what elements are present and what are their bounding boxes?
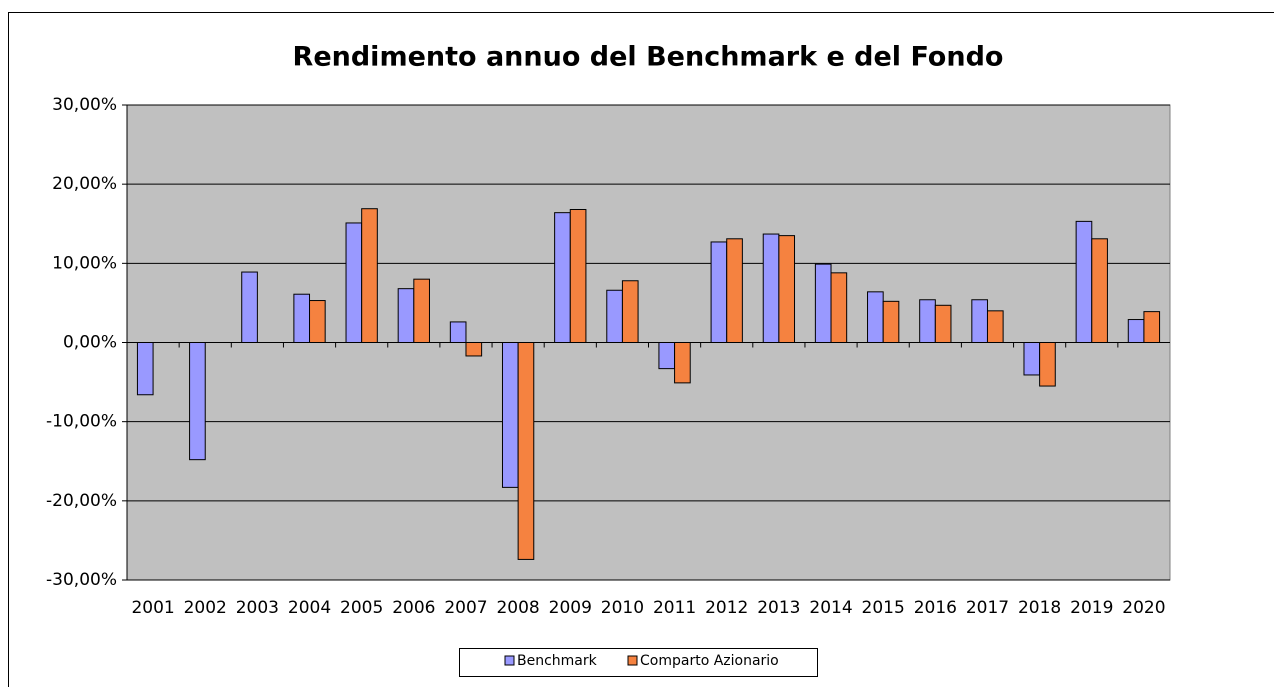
legend-label: Comparto Azionario — [640, 653, 779, 669]
bar — [189, 342, 206, 461]
x-tick-label: 2019 — [1070, 598, 1113, 618]
bar — [726, 238, 743, 344]
bar — [413, 278, 430, 343]
y-tick-label: 10,00% — [52, 253, 117, 273]
x-tick-label: 2010 — [601, 598, 644, 618]
bar — [934, 304, 952, 343]
bar — [1023, 342, 1041, 376]
bar — [1127, 319, 1145, 343]
y-tick-label: -10,00% — [46, 412, 117, 432]
bar — [830, 272, 848, 344]
bar — [919, 299, 936, 343]
x-tick-label: 2011 — [653, 598, 696, 618]
chart-title: Rendimento annuo del Benchmark e del Fon… — [293, 42, 1004, 73]
x-tick-label: 2017 — [966, 598, 1009, 618]
legend-swatch — [627, 655, 638, 666]
bar — [1039, 342, 1056, 387]
bar — [762, 233, 780, 344]
x-tick-label: 2020 — [1122, 598, 1165, 618]
x-tick-label: 2008 — [496, 598, 539, 618]
bar — [554, 212, 571, 343]
bar — [1143, 311, 1161, 343]
bar — [293, 293, 311, 344]
bar — [882, 300, 900, 344]
bar — [606, 289, 623, 343]
x-tick-label: 2005 — [340, 598, 383, 618]
bar — [710, 241, 728, 343]
y-tick-label: 30,00% — [52, 95, 117, 115]
x-tick-label: 2004 — [288, 598, 331, 618]
legend-box — [459, 648, 818, 677]
bar — [867, 291, 884, 344]
bar — [814, 263, 832, 343]
legend-label: Benchmark — [517, 653, 598, 669]
bar — [1075, 220, 1093, 343]
x-tick-label: 2001 — [131, 598, 174, 618]
bar — [569, 209, 587, 343]
x-tick-label: 2006 — [392, 598, 435, 618]
bar — [465, 342, 483, 357]
x-tick-label: 2018 — [1018, 598, 1061, 618]
x-tick-label: 2013 — [757, 598, 800, 618]
y-tick-label: -30,00% — [46, 570, 117, 590]
y-tick-label: 20,00% — [52, 174, 117, 194]
x-tick-label: 2007 — [444, 598, 487, 618]
y-tick-label: -20,00% — [46, 491, 117, 511]
bar — [778, 235, 796, 343]
x-tick-label: 2003 — [236, 598, 279, 618]
bar — [501, 342, 519, 488]
bar — [517, 342, 535, 560]
bar — [397, 288, 415, 343]
x-tick-label: 2009 — [549, 598, 592, 618]
x-tick-label: 2012 — [705, 598, 748, 618]
bar — [1091, 238, 1108, 344]
bar — [986, 310, 1004, 344]
y-tick-label: 0,00% — [63, 333, 117, 353]
x-tick-label: 2016 — [914, 598, 957, 618]
legend-swatch — [504, 655, 515, 666]
bar — [658, 342, 676, 370]
bar — [674, 342, 691, 384]
bar — [449, 321, 467, 343]
x-tick-label: 2014 — [809, 598, 852, 618]
bar — [361, 208, 378, 343]
bar — [621, 280, 639, 343]
bar — [241, 271, 258, 343]
bar — [971, 299, 988, 343]
bar — [136, 342, 154, 396]
bar — [345, 222, 363, 343]
x-tick-label: 2002 — [184, 598, 227, 618]
bar — [309, 300, 326, 343]
x-tick-label: 2015 — [862, 598, 905, 618]
